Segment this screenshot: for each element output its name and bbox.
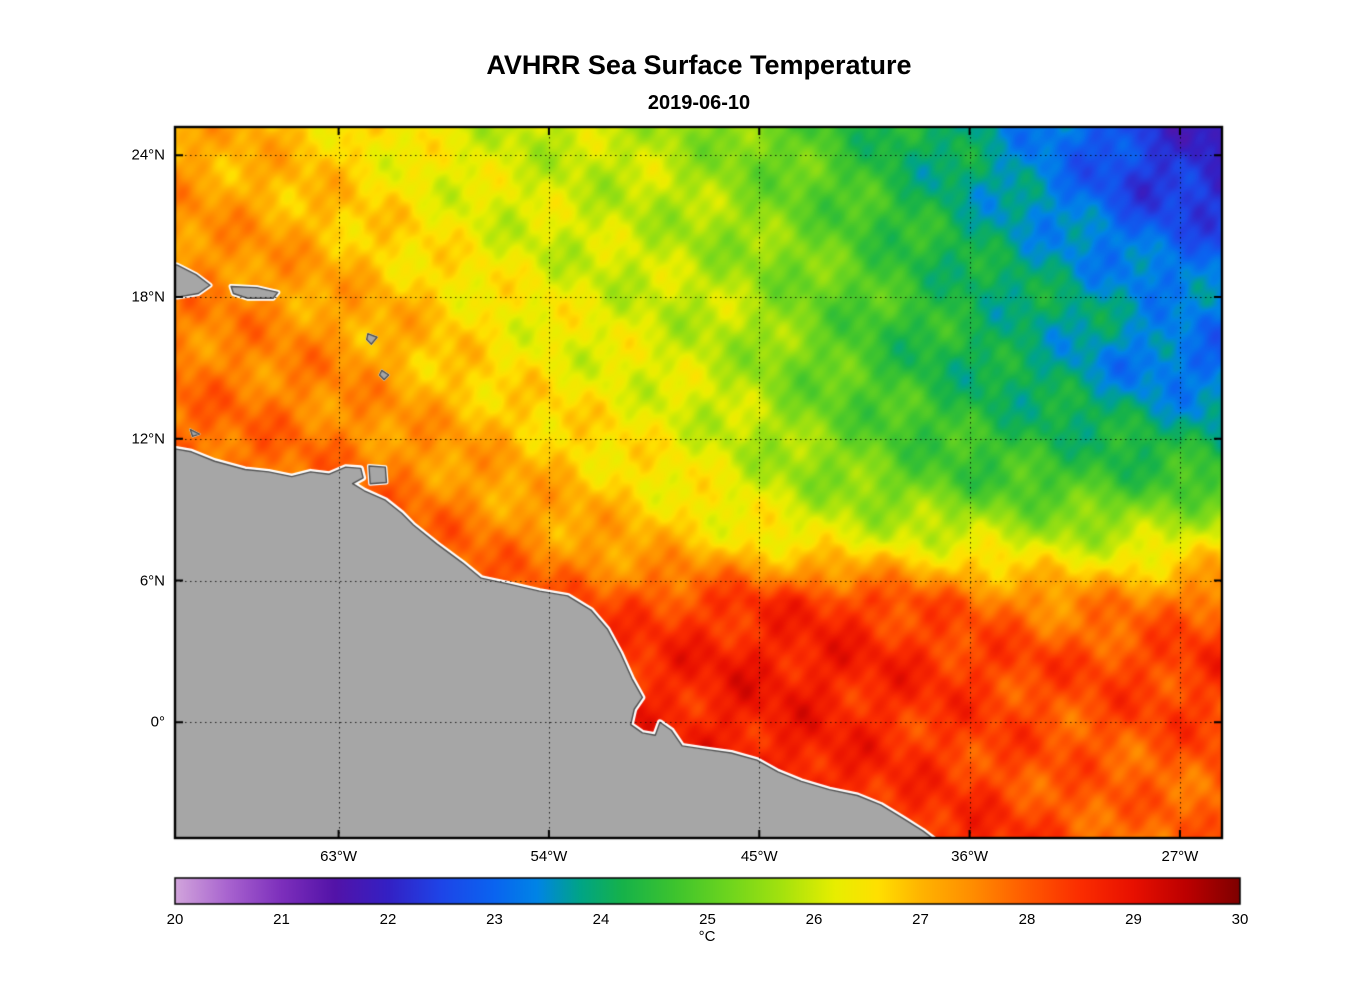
colorbar-tick-label: 21 [273, 911, 290, 928]
colorbar-tick-label: 20 [166, 911, 184, 928]
x-tick-label: 36°W [951, 848, 989, 865]
x-tick-label: 54°W [530, 848, 568, 865]
colorbar-tick-label: 25 [699, 911, 716, 928]
colorbar-unit-label: °C [698, 928, 716, 945]
x-tick-label: 45°W [740, 848, 778, 865]
x-tick-label: 27°W [1161, 848, 1199, 865]
y-tick-label: 18°N [131, 288, 165, 306]
chart-title: AVHRR Sea Surface Temperature [486, 50, 912, 80]
colorbar-tick-label: 30 [1231, 911, 1249, 928]
colorbar-tick-label: 29 [1125, 911, 1142, 928]
y-tick-label: 24°N [131, 146, 165, 164]
x-tick-label: 63°W [320, 848, 358, 865]
colorbar-tick-label: 27 [912, 911, 929, 928]
colorbar-tick-label: 23 [486, 911, 503, 928]
colorbar-tick-label: 22 [379, 911, 397, 928]
y-tick-label: 12°N [131, 430, 165, 448]
colorbar-tick-label: 24 [592, 911, 610, 928]
chart-date-subtitle: 2019-06-10 [647, 92, 751, 114]
colorbar-tick-label: 28 [1018, 911, 1036, 928]
y-tick-label: 6°N [139, 572, 165, 590]
y-tick-label: 0° [150, 713, 165, 731]
colorbar-tick-label: 26 [805, 911, 823, 928]
